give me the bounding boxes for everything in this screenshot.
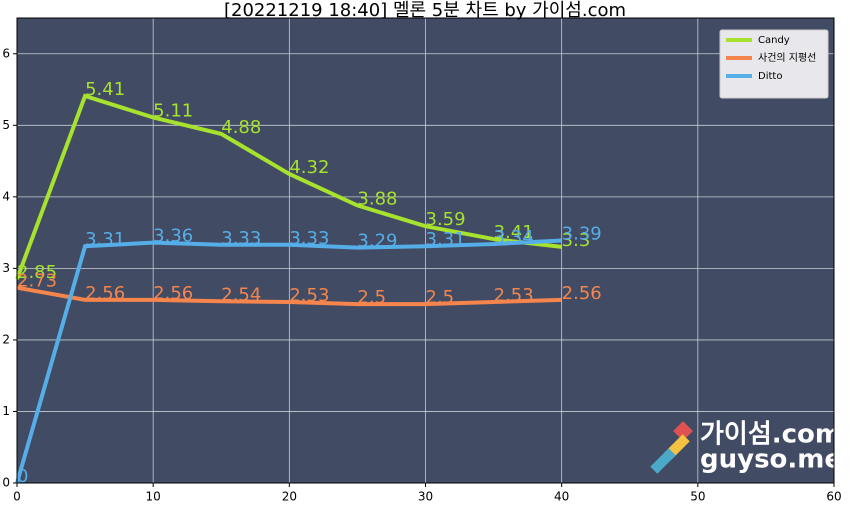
line [15,238,562,484]
data-label: 3.36 [153,226,193,247]
x-tick-label: 50 [690,490,705,504]
data-label: 5.41 [85,79,125,100]
data-label: 2.53 [494,285,534,306]
data-label: 3.31 [426,229,466,250]
data-label: 2.5 [357,287,386,308]
y-tick-label: 1 [2,404,10,418]
y-tick-label: 6 [2,46,10,60]
data-label: 2.5 [426,287,455,308]
line [15,93,562,280]
x-tick-label: 60 [826,490,841,504]
data-label: 0 [17,466,28,487]
data-label: 2.56 [85,283,125,304]
data-label: 4.32 [289,157,329,178]
data-label: 3.59 [426,209,466,230]
y-tick-label: 5 [2,118,10,132]
x-tick-label: 40 [554,490,569,504]
data-label: 5.11 [153,100,193,121]
x-tick-label: 0 [13,490,21,504]
data-label: 4.88 [221,117,261,138]
data-label: 3.88 [357,188,397,209]
plot-border [16,17,835,484]
x-tick-label: 20 [282,490,297,504]
data-label: 3.31 [85,229,125,250]
y-tick-label: 0 [2,476,10,490]
legend [719,29,829,99]
legend-label: Ditto [758,71,782,82]
data-label: 2.56 [562,283,602,304]
data-label: 3.29 [357,231,397,252]
data-label: 3.41 [494,222,534,243]
x-tick-label: 30 [418,490,433,504]
legend-label: 사건의 지평선 [758,52,816,64]
y-tick-label: 4 [2,189,10,203]
legend-label: Candy [758,35,790,46]
data-label: 3.33 [289,228,329,249]
data-label: 2.53 [289,285,329,306]
y-tick-label: 3 [2,261,10,275]
watermark-text: guyso.me [700,445,842,475]
data-label: 3.3 [562,230,591,251]
data-label: 2.73 [17,271,57,292]
data-label: 3.34 [494,227,534,248]
data-label: 2.56 [153,283,193,304]
watermark-text: 가이섬.com [700,420,842,450]
data-label: 2.85 [17,262,57,283]
data-label: 3.39 [562,223,602,244]
chart-title: [20221219 18:40] 멜론 5분 차트 by 가이섬.com [224,0,626,21]
line [16,285,562,307]
data-label: 3.33 [221,228,261,249]
watermark: 가이섬.com guyso.me [650,420,842,475]
data-label: 2.54 [221,284,261,305]
y-tick-label: 2 [2,332,10,346]
x-tick-label: 10 [146,490,161,504]
